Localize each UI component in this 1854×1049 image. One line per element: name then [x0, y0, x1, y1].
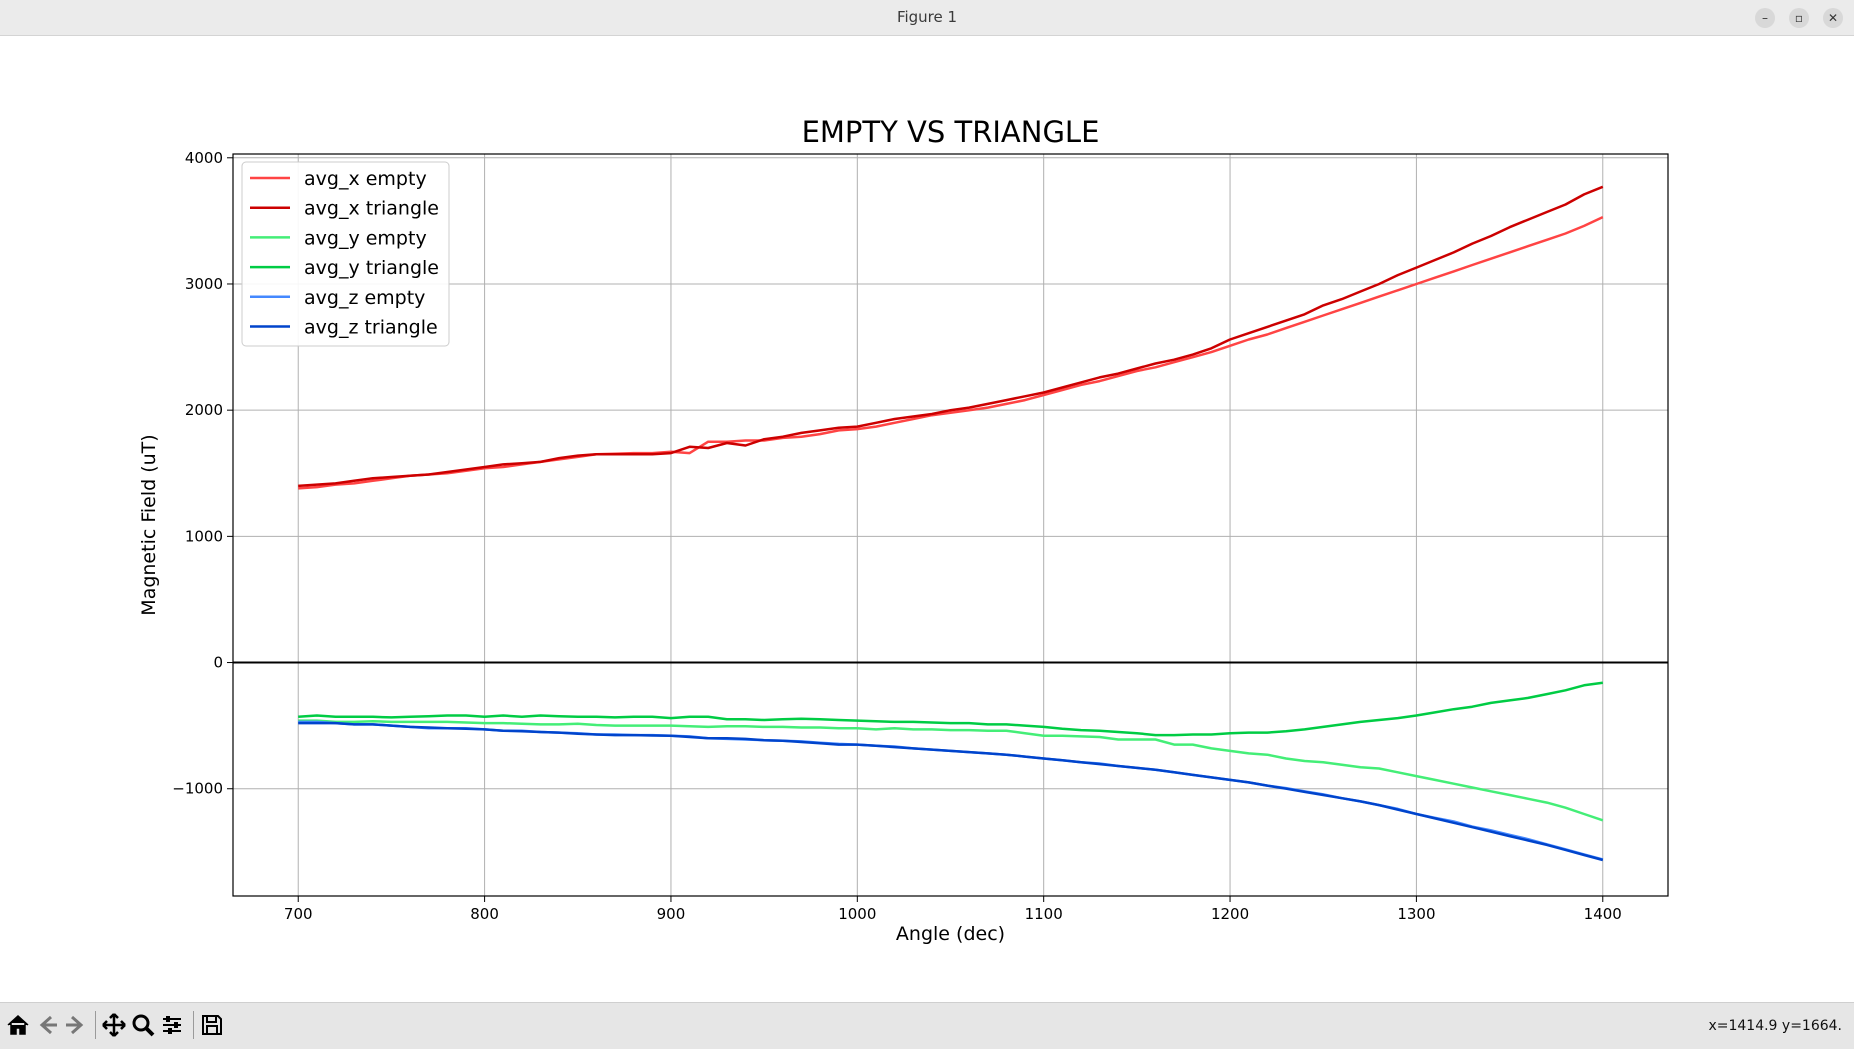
legend-label: avg_y empty [304, 227, 427, 249]
y-axis-label: Magnetic Field (uT) [138, 434, 160, 615]
legend-label: avg_x triangle [304, 198, 439, 220]
window-title: Figure 1 [896, 8, 958, 26]
y-tick-label: 3000 [185, 275, 223, 293]
y-tick-label: 1000 [185, 527, 223, 545]
chart-title: EMPTY VS TRIANGLE [802, 115, 1100, 149]
x-tick-label: 900 [657, 905, 686, 923]
x-tick-label: 1000 [838, 905, 876, 923]
maximize-button[interactable]: ▫ [1789, 8, 1809, 28]
x-tick-label: 1300 [1397, 905, 1435, 923]
forward-button[interactable] [62, 1011, 90, 1039]
move-icon [102, 1013, 126, 1037]
home-button[interactable] [4, 1011, 32, 1039]
series-line [298, 215, 1604, 490]
legend-label: avg_y triangle [304, 257, 439, 279]
arrow-left-icon [39, 1015, 57, 1035]
arrow-right-icon [66, 1015, 84, 1035]
plot-area [233, 154, 1668, 896]
figure-canvas[interactable]: 700 800 900 1000 1100 1200 1300 1400 −1000 0 1000 2… [0, 36, 1854, 1001]
legend-box [241, 161, 450, 347]
x-tick-label: 1200 [1211, 905, 1249, 923]
save-button[interactable] [198, 1011, 226, 1039]
x-tick-label: 1400 [1584, 905, 1622, 923]
back-button[interactable] [33, 1011, 61, 1039]
legend-label: avg_z empty [304, 287, 425, 309]
home-icon [7, 1014, 29, 1035]
window-titlebar: Figure 1 – ▫ ✕ [0, 0, 1854, 36]
magnifier-icon [132, 1014, 155, 1037]
y-tick-label: 0 [213, 654, 223, 672]
toolbar-separator [95, 1011, 96, 1039]
series-line [298, 721, 1604, 862]
y-tick-label: 2000 [185, 401, 223, 419]
toolbar-separator [193, 1011, 194, 1039]
x-axis-label: Angle (dec) [896, 923, 1005, 945]
navigation-toolbar: x=1414.9 y=1664. [0, 1002, 1854, 1049]
zoom-button[interactable] [129, 1011, 157, 1039]
y-tick-label: −1000 [172, 780, 223, 798]
y-tick-label: 4000 [185, 149, 223, 167]
configure-subplots-button[interactable] [158, 1011, 186, 1039]
plot-frame [232, 153, 1669, 897]
pan-button[interactable] [100, 1011, 128, 1039]
series-line [298, 681, 1603, 737]
cursor-coordinates: x=1414.9 y=1664. [1708, 1018, 1842, 1034]
line-chart: 700 800 900 1000 1100 1200 1300 1400 −1000 0 1000 2… [138, 115, 1669, 945]
close-button[interactable]: ✕ [1823, 8, 1843, 28]
series-line [298, 719, 1604, 822]
x-tick-label: 800 [470, 905, 499, 923]
x-tick-label: 1100 [1025, 905, 1063, 923]
legend-label: avg_x empty [304, 168, 427, 190]
minimize-button[interactable]: – [1755, 8, 1775, 28]
legend-label: avg_z triangle [304, 317, 438, 339]
x-tick-label: 700 [284, 905, 313, 923]
sliders-icon [163, 1016, 181, 1034]
save-icon [202, 1015, 222, 1035]
series-line [298, 185, 1604, 488]
